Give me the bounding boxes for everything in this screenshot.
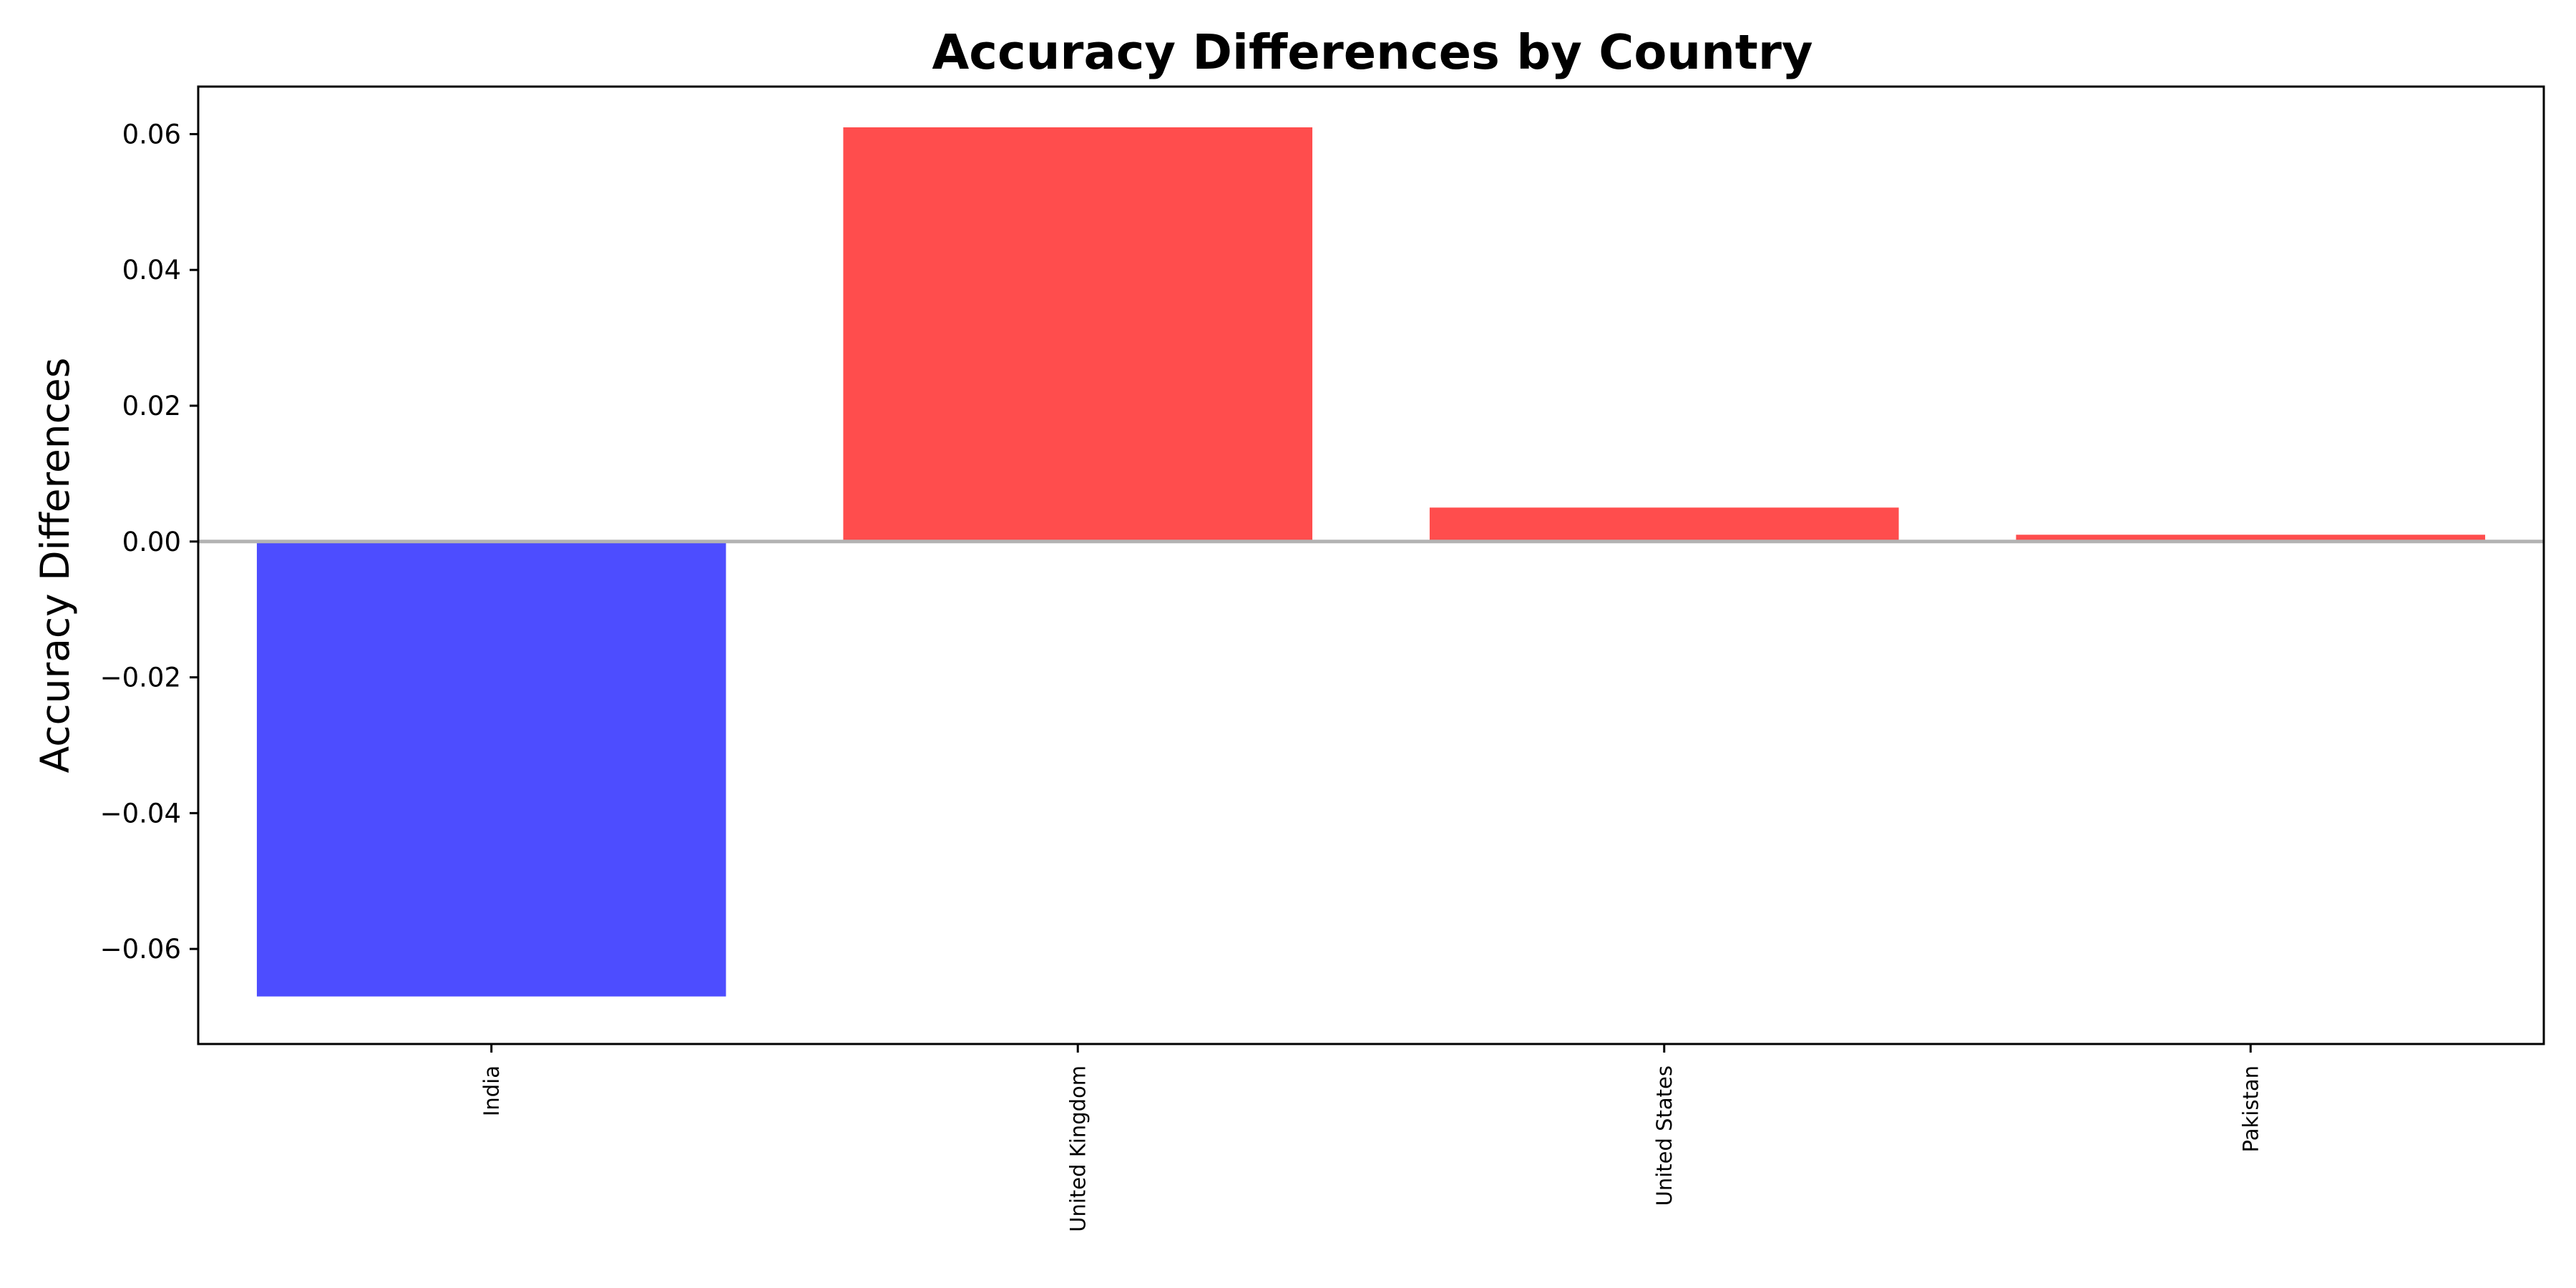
y-tick-label: −0.06 [100, 934, 181, 965]
x-tick-label: India [479, 1065, 504, 1116]
plot-area: 0.06 0.04 0.02 0.00 −0.02 −0.04 −0.06 India Unit… [100, 85, 2545, 1232]
bar-pakistan [2016, 535, 2486, 542]
x-tick-label: Pakistan [2238, 1065, 2263, 1152]
axes-frame [197, 85, 2545, 1045]
y-axis-label: Accuracy Differences [32, 358, 78, 774]
y-tick-label: −0.04 [100, 798, 181, 829]
y-tick-label: −0.02 [100, 663, 181, 693]
x-tick-label: United States [1652, 1065, 1677, 1206]
chart-title: Accuracy Differences by Country [932, 24, 1813, 80]
y-tick-label: 0.00 [122, 527, 181, 557]
y-tick-label: 0.04 [122, 255, 181, 286]
bar-united-kingdom [843, 127, 1313, 542]
y-tick-label: 0.02 [122, 391, 181, 421]
x-tick-label: United Kingdom [1065, 1065, 1090, 1232]
y-tick-label: 0.06 [122, 119, 181, 150]
bar-india [256, 541, 726, 997]
bar-united-states [1429, 507, 1899, 542]
